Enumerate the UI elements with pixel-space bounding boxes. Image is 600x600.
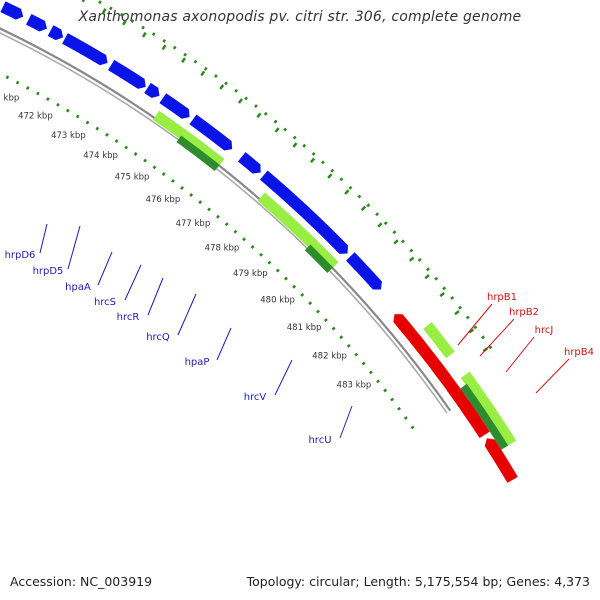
forward-gene-9 (237, 152, 261, 174)
forward-gene-5 (108, 59, 146, 89)
accession-label: Accession: NC_003919 (10, 574, 153, 589)
callout-line-hpaP (216, 327, 232, 361)
gc-skew-dash (360, 205, 367, 211)
gene-label-hrpD5: hrpD5 (33, 266, 64, 277)
gene-label-hrcR: hrcR (117, 312, 140, 323)
gc-skew-dash (274, 127, 280, 133)
reverse-gene-lower-0 (393, 314, 436, 363)
callout-line-hrcJ (505, 336, 535, 373)
scale-tick-label: 476 kbp (146, 195, 181, 205)
callout-line-hrcU (339, 405, 353, 439)
gc-skew-dash (292, 142, 298, 148)
callout-line-hrcV (274, 359, 293, 396)
scale-tick-label: 481 kbp (287, 323, 322, 333)
scale-tick-label: 473 kbp (51, 131, 86, 141)
gene-label-hrcV: hrcV (244, 392, 267, 403)
forward-gene-3 (47, 25, 64, 41)
genome-summary: Topology: circular; Length: 5,175,554 bp… (246, 574, 590, 589)
forward-gene-6 (144, 82, 160, 98)
backbone-outer-line (0, 27, 452, 412)
reverse-gene-lower-1 (431, 361, 465, 402)
gene-label-hrcQ: hrcQ (146, 332, 170, 343)
gc-skew-dash (141, 31, 147, 38)
forward-gene-4 (62, 33, 108, 66)
callout-line-hrpD5 (67, 225, 81, 270)
gc-skew-dash (309, 157, 316, 164)
gc-skew-dash (256, 112, 262, 119)
scale-tick-label: 478 kbp (205, 243, 240, 253)
scale-tick-label: 477 kbp (176, 219, 211, 229)
scale-tick-label: 471 kbp (0, 94, 19, 104)
gc-skew-dash (219, 84, 225, 90)
gc-skew-dash (468, 328, 475, 334)
feature-band-d-dark (460, 383, 509, 450)
gc-skew-dash (181, 57, 186, 63)
gene-label-hrpB1: hrpB1 (487, 292, 517, 303)
scale-tick-label: 482 kbp (312, 351, 347, 361)
callout-line-hrpB4 (535, 358, 570, 394)
scale-tick-label: 474 kbp (83, 151, 118, 161)
gc-skew-dash (161, 44, 167, 51)
feature-band-a-dark (176, 135, 220, 172)
map-title: Xanthomonas axonopodis pv. citri str. 30… (78, 9, 522, 25)
forward-gene-10 (259, 170, 349, 254)
gene-label-hpaA: hpaA (65, 282, 91, 293)
gc-skew-dash (424, 274, 430, 280)
reverse-gene-lower-3 (484, 438, 518, 483)
scale-tick-label: 475 kbp (115, 173, 150, 183)
gene-label-hrpB4: hrpB4 (564, 347, 594, 358)
gc-skew-dash (101, 8, 107, 14)
callout-line-hrcQ (177, 293, 197, 336)
gc-content-outer-dots (92, 0, 497, 355)
gc-skew-dash (200, 70, 206, 77)
gene-label-hrcJ: hrcJ (535, 325, 554, 336)
feature-band-d (460, 371, 517, 447)
feature-band-a (152, 110, 225, 168)
forward-gene-8 (189, 114, 233, 151)
callout-line-hrpD6 (39, 223, 48, 254)
gc-skew-dash (409, 256, 415, 262)
feature-band-b-dark (304, 244, 334, 273)
scale-tick-label: 472 kbp (18, 112, 53, 122)
forward-gene-1 (0, 1, 24, 20)
gene-label-hrpD6: hrpD6 (5, 250, 36, 261)
gc-skew-dash (237, 98, 243, 104)
gc-skew-dash (439, 291, 445, 298)
reverse-gene-lower-2 (459, 401, 490, 439)
forward-gene-11 (346, 252, 382, 290)
gene-label-hrcU: hrcU (308, 435, 331, 446)
gc-skew-dash (393, 239, 399, 245)
gc-skew-dash (454, 310, 460, 316)
gc-skew-dash (377, 222, 383, 228)
forward-gene-7 (159, 93, 190, 119)
callout-line-hrpB2 (479, 318, 515, 357)
gc-skew-dash (327, 173, 333, 179)
callout-line-hrcR (147, 277, 164, 316)
scale-tick-label: 483 kbp (337, 381, 372, 391)
callout-line-hpaA (97, 251, 113, 286)
scale-tick-label: 479 kbp (233, 269, 268, 279)
gc-skew-dash (81, 0, 85, 3)
backbone-inner-line (0, 32, 448, 414)
callout-line-hrcS (124, 264, 142, 301)
gc-skew-dash (344, 189, 350, 195)
feature-band-c (423, 322, 455, 359)
feature-band-b (257, 192, 339, 270)
scale-tick-label: 480 kbp (260, 295, 295, 305)
gene-label-hrcS: hrcS (94, 297, 116, 308)
gc-skew-dash (122, 19, 127, 26)
gene-label-hpaP: hpaP (185, 357, 210, 368)
callout-line-hrpB1 (457, 303, 493, 346)
gene-label-hrpB2: hrpB2 (509, 307, 539, 318)
forward-gene-2 (26, 13, 47, 32)
